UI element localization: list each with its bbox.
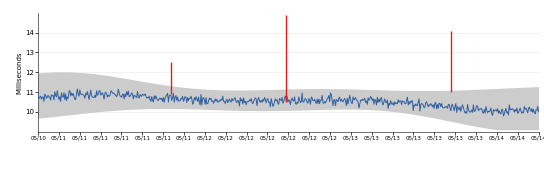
Y-axis label: Milliseconds: Milliseconds: [16, 51, 22, 94]
